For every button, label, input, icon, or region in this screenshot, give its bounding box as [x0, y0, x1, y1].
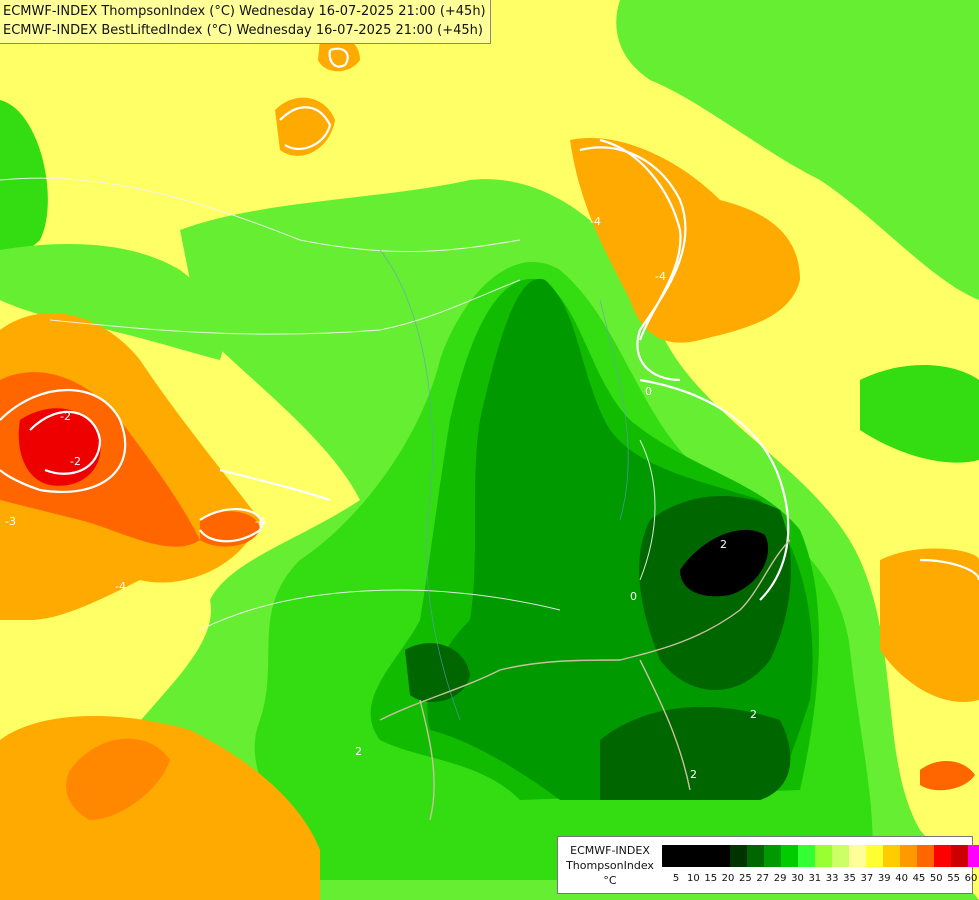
- contour-label: -4: [115, 580, 126, 593]
- title-line-thompson: ECMWF-INDEX ThompsonIndex (°C) Wednesday…: [3, 4, 486, 19]
- legend-swatch: [934, 845, 951, 867]
- legend-tick-label: 40: [895, 873, 908, 884]
- contour-label: 2: [355, 745, 362, 758]
- title-line-bestlifted: ECMWF-INDEX BestLiftedIndex (°C) Wednesd…: [3, 23, 483, 38]
- legend-swatch: [832, 845, 849, 867]
- legend-swatch: [747, 845, 764, 867]
- darkest-green-region-south: [600, 706, 791, 800]
- orange-east: [880, 548, 979, 702]
- legend-swatch: [883, 845, 900, 867]
- legend-tick-label: 55: [947, 873, 961, 884]
- legend-tick-label: 33: [825, 873, 839, 884]
- legend-label: ECMWF-INDEX ThompsonIndex °C: [562, 843, 658, 888]
- legend-swatch: [866, 845, 883, 867]
- contour-label: -3: [5, 515, 16, 528]
- legend-tick-label: 5: [672, 873, 680, 884]
- green-west: [0, 100, 48, 253]
- contour-label-group: -2 -2 -4 -4 -3 -4 -4 0 2 2 2 2 0: [5, 215, 757, 781]
- red-spot-east: [920, 760, 975, 791]
- rivers: [379, 249, 629, 721]
- legend-swatch: [951, 845, 968, 867]
- contour-label: -4: [590, 215, 601, 228]
- contour-label: 0: [645, 385, 652, 398]
- legend-swatch: [798, 845, 815, 867]
- contour-label: 2: [690, 768, 697, 781]
- orange-north-small-2: [318, 36, 360, 72]
- map-title: ECMWF-INDEX ThompsonIndex (°C) Wednesday…: [0, 0, 491, 44]
- legend-ticks: 5 10 15 20 25 27 29 30 31 33 35 37 39 40 45 50 55 60: [668, 873, 978, 887]
- legend-tick-label: 45: [912, 873, 926, 884]
- legend-swatch: [662, 845, 730, 867]
- contour-label: 2: [720, 538, 727, 551]
- legend-unit: °C: [603, 874, 617, 887]
- green-north: [0, 244, 224, 360]
- contours: [0, 47, 979, 601]
- legend-tick-label: 60: [964, 873, 978, 884]
- legend-swatches: [662, 845, 979, 867]
- legend-tick-label: 37: [860, 873, 874, 884]
- legend-tick-label: 35: [843, 873, 856, 884]
- legend-tick-label: 29: [773, 873, 787, 884]
- dark-green-west: [405, 643, 470, 703]
- contour-label: -4: [255, 515, 266, 528]
- legend-swatch: [730, 845, 747, 867]
- color-legend: ECMWF-INDEX ThompsonIndex °C 5 10 15 20 25 27…: [557, 836, 979, 894]
- contour-label: 0: [630, 590, 637, 603]
- legend-tick-label: 15: [704, 873, 718, 884]
- thin-contours: [0, 177, 656, 631]
- legend-tick-label: 39: [877, 873, 891, 884]
- legend-tick-label: 20: [721, 873, 735, 884]
- contour-label: -2: [60, 410, 71, 423]
- contour-label: 2: [750, 708, 757, 721]
- legend-tick-label: 27: [756, 873, 770, 884]
- legend-swatch: [968, 845, 979, 867]
- legend-swatch: [815, 845, 832, 867]
- green-east: [860, 365, 979, 463]
- legend-swatch: [917, 845, 934, 867]
- dark-orange-southwest: [66, 738, 170, 820]
- black-core: [680, 529, 769, 597]
- legend-swatch: [781, 845, 798, 867]
- contour-label: -2: [70, 455, 81, 468]
- legend-tick-label: 10: [686, 873, 700, 884]
- legend-tick-label: 31: [808, 873, 822, 884]
- contour-label: -4: [655, 270, 666, 283]
- legend-model: ECMWF-INDEX: [570, 844, 650, 857]
- borders: [379, 539, 791, 821]
- red-core-west: [18, 408, 101, 486]
- legend-tick-label: 25: [739, 873, 752, 884]
- legend-swatch: [900, 845, 917, 867]
- green-northeast: [616, 0, 979, 300]
- legend-tick-label: 30: [791, 873, 804, 884]
- legend-swatch: [764, 845, 781, 867]
- legend-tick-label: 50: [929, 873, 943, 884]
- legend-swatch: [849, 845, 866, 867]
- legend-parameter: ThompsonIndex: [566, 859, 654, 872]
